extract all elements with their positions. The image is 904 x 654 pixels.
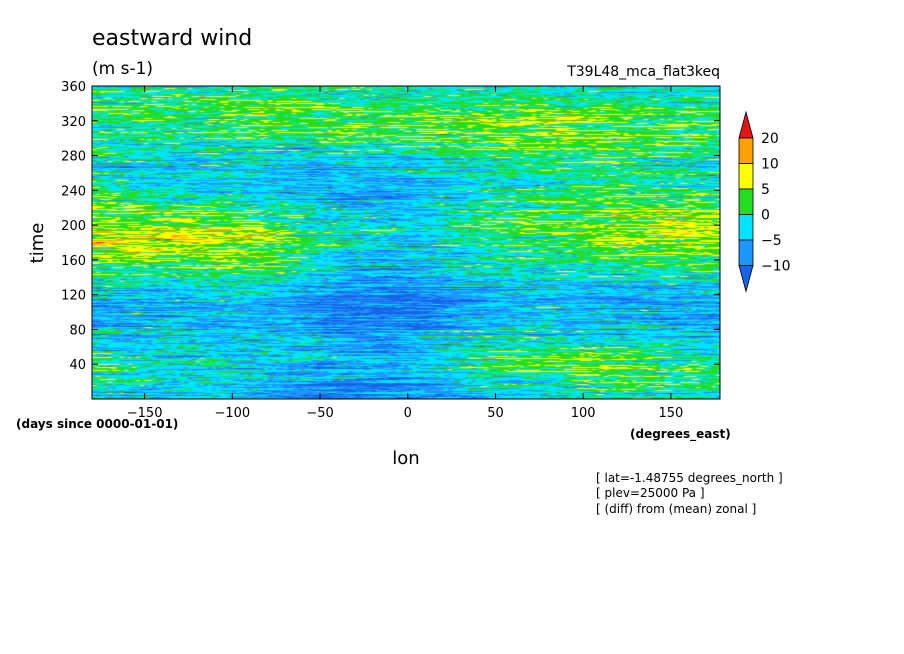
colorbar-box [738, 239, 754, 266]
chart-units: (m s-1) [92, 59, 153, 79]
y-tick-label: 360 [61, 80, 86, 95]
y-tick-label: 80 [69, 323, 86, 338]
x-tick-label: −100 [214, 406, 250, 421]
plot-frame [91, 85, 721, 400]
y-tick-label: 40 [69, 358, 86, 373]
y-tick-label: 240 [61, 184, 86, 199]
y-tick-label: 320 [61, 115, 86, 130]
x-axis-ticks: −150 −100 −50 0 50 100 150 [127, 86, 683, 421]
chart-title: eastward wind [92, 26, 252, 51]
y-axis-label: time [27, 223, 48, 264]
y-tick-label: 120 [61, 289, 86, 304]
x-tick-label: 150 [658, 406, 683, 421]
colorbar-arrow-min [738, 265, 754, 294]
run-name: T39L48_mca_flat3keq [566, 64, 720, 80]
colorbar-label: 20 [761, 131, 779, 147]
x-tick-label: 100 [571, 406, 596, 421]
colorbar-box [738, 163, 754, 190]
colorbar-box [738, 188, 754, 215]
heatmap-image [92, 86, 720, 399]
y-axis-units: (days since 0000-01-01) [16, 417, 178, 431]
x-tick-label: −50 [306, 406, 333, 421]
x-tick-label: 0 [404, 406, 412, 421]
x-axis-label: lon [392, 448, 419, 469]
colorbar-label: −5 [761, 233, 782, 249]
colorbar-arrow-max [738, 110, 754, 139]
y-tick-label: 280 [61, 150, 86, 165]
y-tick-label: 200 [61, 219, 86, 234]
colorbar-label: 0 [761, 208, 770, 224]
colorbar: −10 −5 0 5 10 20 [738, 110, 791, 294]
x-tick-label: −150 [127, 406, 163, 421]
y-axis-ticks: 40 80 120 160 200 240 280 320 360 [61, 80, 720, 373]
annotation-plev: [ plev=25000 Pa ] [596, 486, 705, 500]
colorbar-box [738, 214, 754, 241]
annotation-diff: [ (diff) from (mean) zonal ] [596, 502, 756, 516]
annotation-lat: [ lat=-1.48755 degrees_north ] [596, 471, 783, 485]
y-tick-label: 160 [61, 254, 86, 269]
colorbar-label: 10 [761, 157, 779, 173]
colorbar-label: 5 [761, 182, 770, 198]
x-tick-label: 50 [487, 406, 504, 421]
x-axis-units: (degrees_east) [630, 427, 731, 442]
heatmap-field [92, 86, 720, 399]
colorbar-label: −10 [761, 259, 791, 275]
colorbar-box [738, 137, 754, 164]
